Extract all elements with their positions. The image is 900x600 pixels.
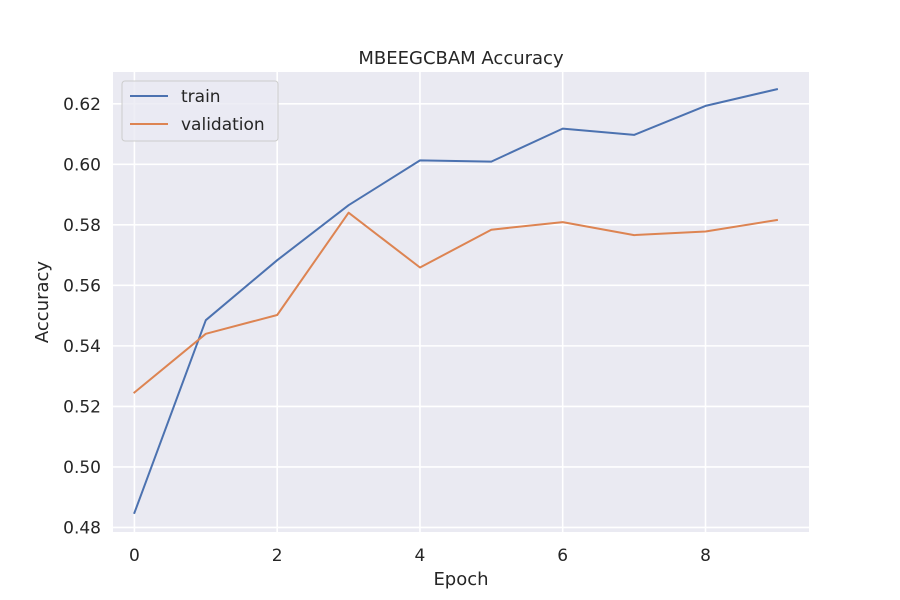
- y-tick-label: 0.54: [63, 337, 101, 357]
- x-tick-label: 4: [415, 546, 426, 566]
- legend-label-validation: validation: [181, 115, 265, 135]
- chart-title: MBEEGCBAM Accuracy: [358, 48, 564, 69]
- x-tick-labels: 0 2 4 6 8: [129, 546, 711, 566]
- series-lines: [132, 87, 779, 515]
- y-tick-labels: 0.48 0.50 0.52 0.54 0.56 0.58 0.60 0.62: [63, 95, 101, 539]
- x-tick-label: 8: [700, 546, 711, 566]
- y-tick-label: 0.52: [63, 397, 101, 417]
- x-axis-label: Epoch: [433, 569, 488, 590]
- series-line-validation: [132, 211, 779, 394]
- y-tick-label: 0.56: [63, 276, 101, 296]
- x-tick-label: 0: [129, 546, 140, 566]
- x-tick-label: 6: [557, 546, 568, 566]
- y-tick-label: 0.58: [63, 216, 101, 236]
- legend-label-train: train: [181, 87, 221, 107]
- y-tick-label: 0.50: [63, 458, 101, 478]
- y-tick-label: 0.62: [63, 95, 101, 115]
- grid: [113, 72, 809, 532]
- y-tick-label: 0.60: [63, 155, 101, 175]
- legend[interactable]: train validation: [121, 80, 279, 142]
- y-axis-label: Accuracy: [32, 261, 53, 344]
- x-tick-label: 2: [272, 546, 283, 566]
- series-line-train: [133, 87, 779, 515]
- y-tick-label: 0.48: [63, 518, 101, 538]
